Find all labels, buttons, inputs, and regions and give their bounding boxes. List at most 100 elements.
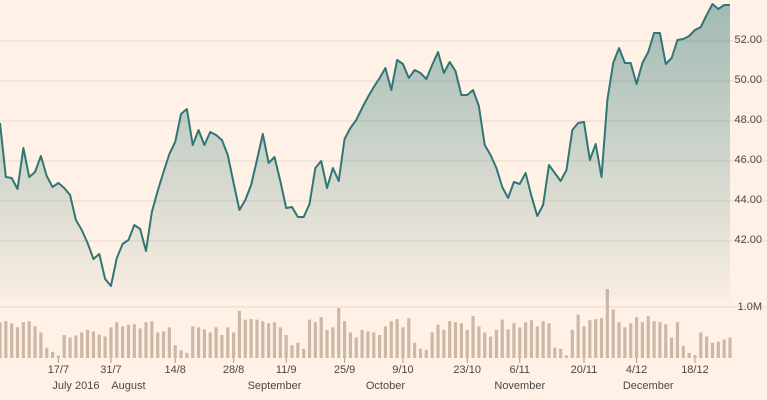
volume-bar — [687, 352, 691, 358]
month-label: October — [366, 380, 405, 392]
volume-bar — [494, 329, 499, 358]
volume-bar — [56, 355, 61, 358]
volume-bar — [588, 320, 592, 358]
volume-bar — [220, 334, 224, 358]
volume-bar — [728, 337, 732, 358]
volume-bar — [401, 327, 405, 358]
volume-bar — [483, 332, 487, 358]
volume-bar — [582, 326, 586, 358]
volume-bar — [512, 323, 516, 358]
volume-bar — [173, 345, 177, 358]
volume-bar — [529, 320, 534, 358]
volume-bar — [564, 355, 569, 358]
volume-bar — [436, 324, 440, 358]
volume-bar — [249, 319, 253, 358]
volume-bar — [523, 322, 528, 358]
volume-bar — [296, 342, 300, 358]
volume-bar — [500, 319, 504, 358]
volume-bar — [570, 329, 574, 358]
x-tick-label: 14/8 — [164, 364, 185, 376]
volume-bar — [594, 319, 598, 358]
volume-bar — [693, 354, 697, 358]
volume-bar — [640, 322, 645, 358]
volume-bar — [208, 332, 212, 358]
volume-bar — [278, 327, 282, 358]
volume-bar — [272, 322, 277, 358]
volume-bar — [284, 334, 288, 358]
volume-bar — [337, 307, 341, 358]
volume-bar — [442, 329, 446, 358]
volume-bar — [85, 329, 90, 358]
volume-bar — [50, 351, 55, 358]
y-tick-label: 50.00 — [734, 74, 762, 86]
y-tick-label: 46.00 — [734, 154, 762, 166]
volume-bar — [126, 324, 131, 358]
volume-bar — [453, 322, 458, 358]
volume-bar — [331, 327, 335, 358]
month-label: November — [494, 380, 545, 392]
y-tick-label: 44.00 — [734, 194, 762, 206]
volume-bar — [214, 327, 218, 358]
volume-bar — [45, 347, 49, 358]
month-label: September — [248, 380, 302, 392]
volume-bar — [675, 322, 680, 358]
price — [0, 3, 730, 300]
volume-bar — [115, 322, 119, 358]
volume-bar — [15, 327, 20, 358]
volume-bar — [617, 322, 621, 358]
x-tick-label: 9/10 — [392, 364, 413, 376]
volume-bar — [383, 326, 388, 358]
x-tick-label: 4/12 — [626, 364, 647, 376]
volume-bar — [319, 317, 323, 358]
volume-bar — [348, 332, 353, 358]
volume-bar — [547, 323, 551, 358]
x-tick-label: 18/12 — [681, 364, 709, 376]
volume-bar — [576, 314, 580, 358]
volume-bar — [535, 326, 539, 358]
volume-bar — [313, 322, 317, 358]
volume-bar — [138, 328, 142, 358]
y2-tick-label: 1.0M — [738, 301, 762, 313]
volume-bar — [62, 334, 66, 358]
x-tick-label: 6/11 — [509, 364, 530, 376]
volume-bar — [669, 337, 674, 358]
volume-bar — [97, 334, 101, 358]
volume-bar — [161, 331, 166, 358]
volume-bar — [518, 327, 522, 358]
volume-bar — [167, 327, 171, 358]
volume-bar — [459, 323, 463, 358]
volume-bar — [231, 332, 236, 358]
volume-bar — [290, 345, 294, 358]
volume-bar — [658, 322, 662, 358]
volume-bar — [39, 332, 43, 358]
volume-bar — [196, 327, 201, 358]
month-label: July 2016 — [52, 380, 99, 392]
volume-bar — [372, 332, 376, 358]
volume-bar — [144, 322, 148, 358]
volume-bar — [599, 318, 604, 358]
month-label: December — [623, 380, 674, 392]
volume-bar — [629, 323, 633, 358]
volume-bar — [0, 322, 2, 358]
x-tick-label: 31/7 — [100, 364, 121, 376]
volume-bar — [68, 337, 72, 358]
volume-bar — [559, 348, 563, 358]
volume-bar — [185, 352, 189, 358]
volume-bar — [413, 342, 417, 358]
volume-bar — [553, 347, 557, 358]
volume-bar — [506, 329, 510, 358]
volume-bar — [243, 319, 247, 358]
x-tick-label: 25/9 — [334, 364, 355, 376]
price-line — [0, 3, 730, 287]
volume-bar — [652, 321, 656, 358]
volume-bar — [226, 327, 230, 358]
volume-bar — [4, 321, 8, 358]
volume-bar — [722, 339, 726, 358]
volume-bar — [237, 310, 242, 358]
month-label: August — [111, 380, 145, 392]
volume-bar — [424, 349, 428, 358]
volume-bar — [389, 321, 393, 358]
volume-bar — [255, 319, 259, 358]
y-tick-label: 48.00 — [734, 114, 762, 126]
